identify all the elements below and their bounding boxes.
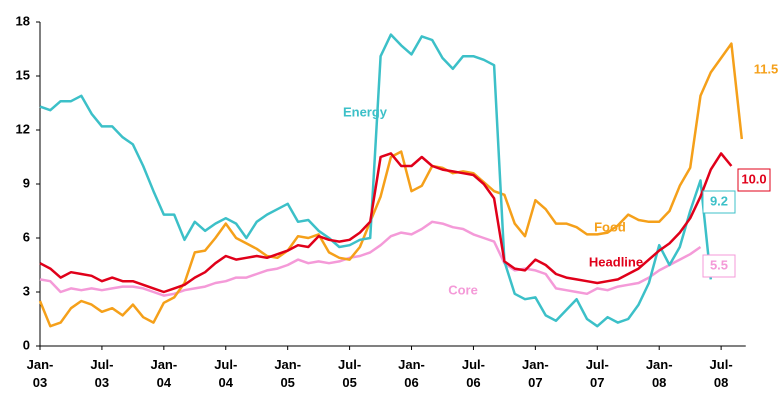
value-label: 9.2	[710, 193, 728, 208]
value-label-box	[702, 254, 736, 278]
x-tick-label: Jul-06	[462, 357, 485, 390]
x-tick-label: Jan-06	[398, 357, 425, 390]
series-label: Headline	[589, 254, 643, 269]
series-label: Core	[448, 282, 478, 297]
y-tick-label: 18	[16, 13, 30, 28]
y-tick-label: 3	[23, 283, 30, 298]
x-tick-label: Jul-03	[90, 357, 113, 390]
x-tick-label: Jan-04	[150, 357, 177, 390]
y-tick-label: 0	[23, 337, 30, 352]
series-line	[39, 33, 713, 328]
y-tick-label: 9	[23, 175, 30, 190]
x-tick-label: Jan-07	[522, 357, 549, 390]
value-label: 5.5	[710, 257, 728, 272]
x-tick-label: Jan-05	[274, 357, 301, 390]
series-line	[38, 42, 744, 328]
series-line	[39, 152, 733, 294]
y-tick-label: 6	[23, 229, 30, 244]
x-tick-label: Jul-05	[338, 357, 361, 390]
value-label-box	[737, 168, 771, 192]
x-tick-label: Jan-03	[27, 357, 54, 390]
x-tick-label: Jul-08	[710, 357, 733, 390]
value-label: 11.5	[754, 61, 779, 76]
series-label: Food	[594, 219, 626, 234]
series-label: Energy	[343, 104, 388, 119]
x-tick-label: Jan-08	[646, 357, 673, 390]
x-tick-label: Jul-07	[586, 357, 609, 390]
series-line	[39, 220, 702, 297]
value-label: 10.0	[741, 171, 766, 186]
y-tick-label: 12	[16, 121, 30, 136]
y-tick-label: 15	[16, 67, 30, 82]
value-label-box	[702, 190, 736, 214]
x-tick-label: Jul-04	[214, 357, 237, 390]
